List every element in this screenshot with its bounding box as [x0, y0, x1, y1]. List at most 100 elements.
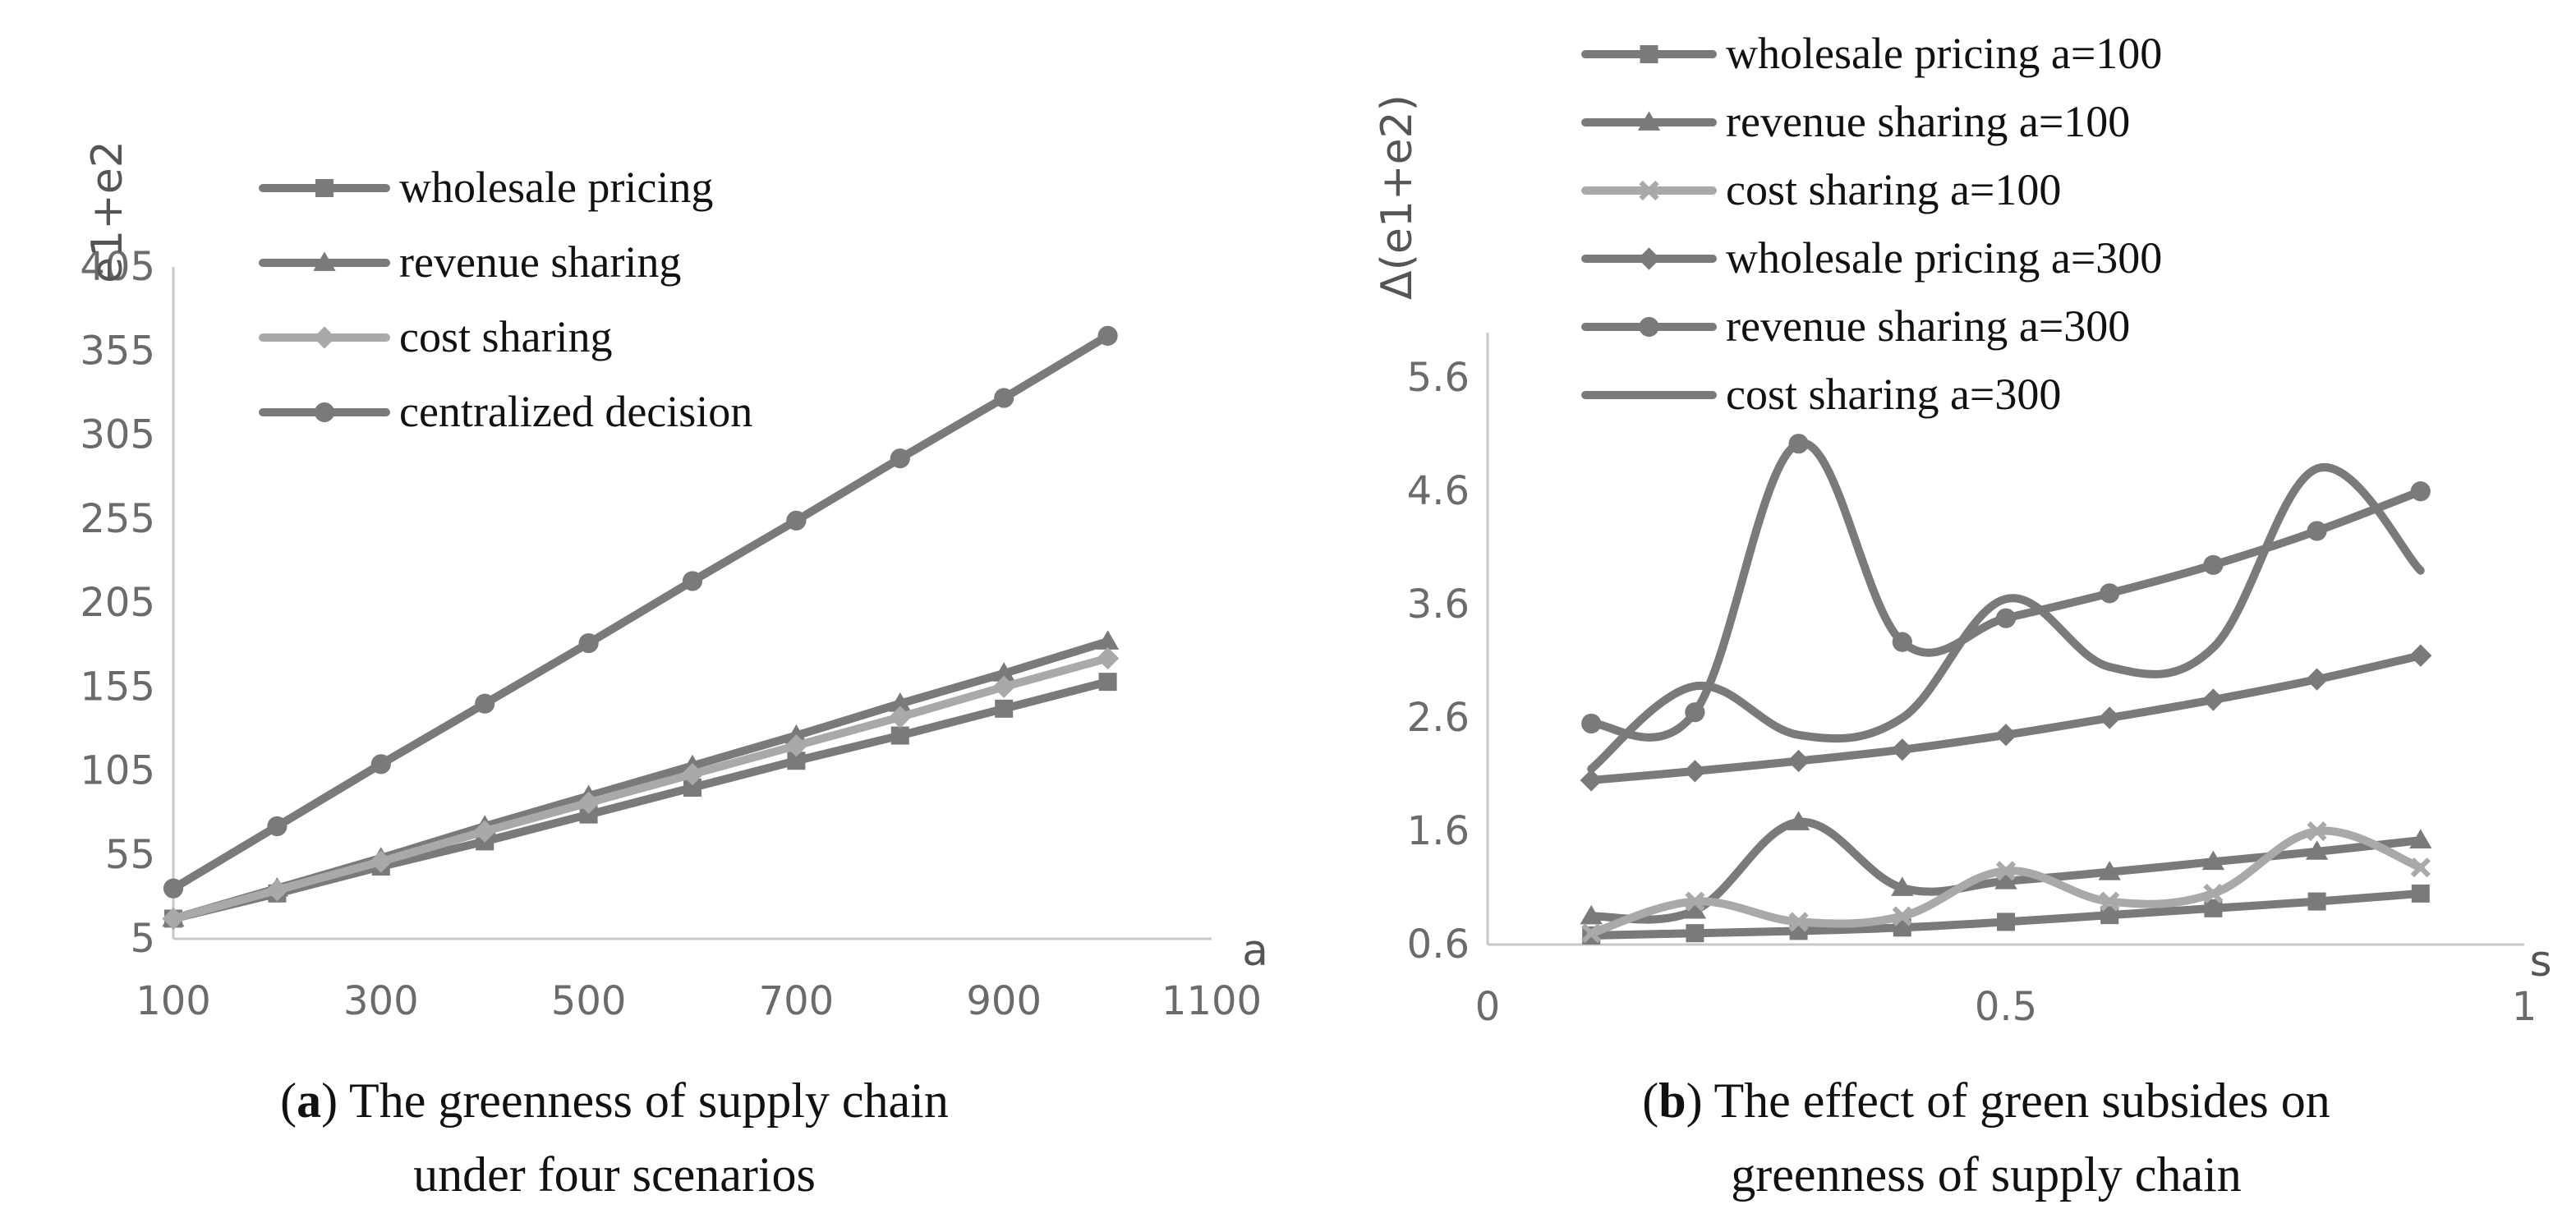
- data-point: [2307, 821, 2327, 842]
- data-point: [577, 791, 600, 814]
- data-point: [787, 752, 806, 770]
- legend-label: wholesale pricing a=100: [1726, 29, 2162, 78]
- y-tick-label: 205: [80, 580, 155, 626]
- y-tick-label: 305: [80, 412, 155, 458]
- data-point: [784, 724, 808, 744]
- caption-panel-label: (: [280, 1073, 297, 1128]
- data-point: [2409, 644, 2432, 667]
- data-point: [1892, 906, 1912, 926]
- data-point: [2307, 521, 2327, 541]
- legend-item: wholesale pricing a=100: [1581, 29, 2162, 78]
- caption-line-1-text: ) The effect of green subsides on: [1686, 1073, 2330, 1128]
- legend-item: revenue sharing a=300: [1581, 301, 2130, 351]
- data-point: [681, 762, 704, 786]
- caption-b: (b) The effect of green subsides on green…: [1642, 1073, 2330, 1202]
- data-point: [784, 734, 808, 757]
- series-centralized-decision: [163, 325, 1118, 899]
- series-line: [169, 654, 1112, 923]
- legend-item: revenue sharing a=100: [1581, 97, 2130, 146]
- chart-panel-b: 0.6 1.6 2.6 3.6 4.6 5.6 0 0.5 1s Δ(e1+e2) wholesal…: [1373, 29, 2552, 1202]
- x-tick-label: 0.5: [1975, 984, 2037, 1030]
- legend-label: revenue sharing: [399, 237, 681, 287]
- y-tick-label: 255: [80, 496, 155, 542]
- y-tick-label: 105: [80, 748, 155, 794]
- legend-item: centralized decision: [259, 387, 752, 436]
- data-point: [2098, 861, 2121, 880]
- data-point: [995, 699, 1014, 718]
- data-point: [992, 675, 1015, 698]
- plot-area-a: [162, 325, 1120, 931]
- data-point: [1891, 738, 1914, 761]
- data-point: [2305, 668, 2329, 691]
- data-point: [2100, 891, 2120, 912]
- x-axis-title: s: [2529, 937, 2551, 986]
- data-point: [1096, 630, 1120, 650]
- series-wholesale-pricing: [164, 673, 1117, 928]
- data-point: [1994, 724, 2017, 747]
- legend-label: cost sharing a=100: [1726, 165, 2061, 214]
- data-point: [265, 879, 289, 902]
- series-line: [169, 331, 1112, 893]
- data-point: [2098, 706, 2121, 729]
- caption-line-1: (a) The greenness of supply chain: [280, 1073, 949, 1128]
- data-point: [2203, 883, 2224, 903]
- data-point: [2100, 906, 2119, 925]
- legend-item: revenue sharing: [259, 237, 681, 287]
- legend-swatch-marker: [1640, 45, 1658, 63]
- y-tick-label: 405: [80, 244, 155, 290]
- legend-item: cost sharing: [259, 312, 612, 361]
- legend-label: centralized decision: [399, 387, 752, 436]
- data-point: [1994, 870, 2017, 890]
- data-point: [1685, 702, 1705, 723]
- y-tick-label: 5: [130, 916, 155, 962]
- series-cost-sharing-a-100: [1581, 821, 2431, 944]
- y-tick-label: 2.6: [1407, 695, 1470, 741]
- legend-label: wholesale pricing a=300: [1726, 233, 2162, 283]
- y-tick-label: 4.6: [1407, 468, 1470, 514]
- data-point: [2411, 884, 2430, 903]
- x-tick-label: 0: [1475, 984, 1501, 1030]
- data-point: [2201, 850, 2225, 871]
- legend-swatch-marker: [314, 402, 335, 423]
- legend-item: cost sharing a=300: [1581, 370, 2061, 419]
- series-line: [1587, 439, 2425, 742]
- x-tick-label: 900: [966, 978, 1042, 1024]
- data-point: [994, 388, 1014, 408]
- data-point: [2100, 583, 2120, 604]
- data-point: [1787, 749, 1810, 773]
- data-point: [2409, 829, 2432, 848]
- data-point: [475, 693, 495, 714]
- series-wholesale-pricing-a-100: [1582, 884, 2430, 945]
- x-tick-label: 1: [2512, 984, 2537, 1030]
- data-point: [1097, 325, 1118, 346]
- legend-label: revenue sharing a=100: [1726, 97, 2130, 146]
- data-point: [2201, 688, 2225, 711]
- x-tick-label: 1100: [1162, 978, 1262, 1024]
- series-cost-sharing: [162, 646, 1120, 931]
- series-line: [1587, 462, 2425, 774]
- data-point: [2305, 840, 2329, 860]
- caption-panel-label: (: [1642, 1073, 1658, 1128]
- x-tick-label: 500: [551, 978, 627, 1024]
- data-point: [1788, 912, 1809, 932]
- data-point: [579, 805, 598, 824]
- data-point: [890, 448, 910, 469]
- data-point: [890, 726, 909, 745]
- y-tick-label: 355: [80, 328, 155, 374]
- legend-swatch-marker: [315, 179, 334, 197]
- data-point: [683, 778, 702, 797]
- data-point: [889, 706, 912, 729]
- data-point: [1891, 876, 1914, 896]
- data-point: [1096, 646, 1120, 670]
- x-axis-title: a: [1242, 926, 1268, 976]
- data-point: [1995, 608, 2017, 628]
- y-tick-label: 155: [80, 664, 155, 710]
- data-point: [1580, 904, 1603, 925]
- data-point: [2204, 899, 2223, 917]
- data-point: [370, 754, 391, 775]
- data-point: [267, 816, 288, 837]
- data-point: [786, 510, 807, 531]
- series-wholesale-pricing-a-300: [1580, 644, 2432, 792]
